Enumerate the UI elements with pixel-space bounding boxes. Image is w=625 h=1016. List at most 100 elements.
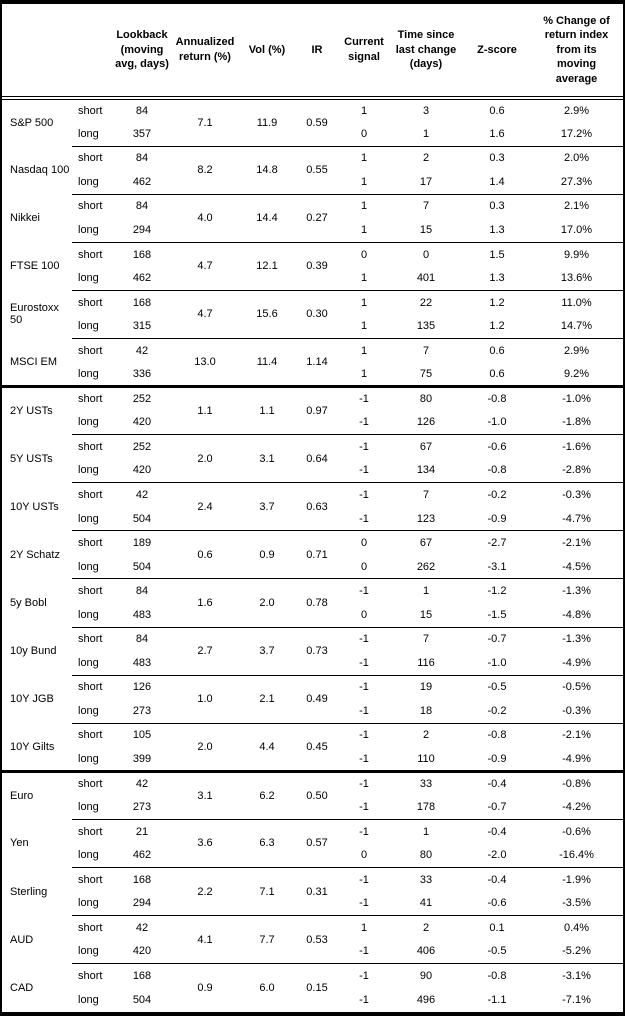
lookback-value: 168	[132, 248, 152, 261]
pct-change-value: -7.1%	[562, 993, 591, 1006]
zscore-value: -2.0	[464, 843, 530, 869]
time-since-value: 2	[422, 152, 430, 165]
asset-name: Euro	[10, 790, 34, 803]
ir-value: 0.45	[294, 723, 340, 773]
asset-row-short: Nasdaq 100 short 84 8.2 14.8 0.55 1 2 0.3 2.0%	[2, 146, 623, 195]
zscore-value: 1.4	[464, 170, 530, 195]
horizon-label-long: long	[72, 554, 114, 580]
time-since-value: 7	[422, 344, 430, 357]
horizon-label-long: long	[72, 362, 114, 389]
asset-row-short: Sterling short 168 2.2 7.1 0.31 -1 33 -0.4 -1.9%	[2, 867, 623, 917]
horizon-label-short: short	[78, 105, 103, 118]
time-since-value: 80	[388, 843, 464, 869]
time-since-value: 496	[416, 993, 436, 1006]
pct-change-value: 2.9%	[563, 344, 590, 357]
vol-value: 3.1	[240, 434, 294, 484]
time-since-value: 7	[422, 200, 430, 213]
ir-value: 0.63	[294, 482, 340, 532]
vol-value: 3.7	[240, 482, 294, 532]
zscore-value: 0.1	[489, 921, 505, 934]
current-signal-value: -1	[359, 393, 369, 406]
current-signal-value: -1	[359, 633, 369, 646]
horizon-label-short: short	[78, 921, 103, 934]
zscore-value: -1.1	[487, 993, 507, 1006]
pct-change-value: 17.0%	[530, 218, 623, 243]
horizon-label-long: long	[72, 747, 114, 773]
current-signal-value: -1	[340, 410, 388, 436]
asset-row-long: long 273 -1 178 -0.7 -4.2%	[2, 795, 623, 820]
lookback-value: 315	[114, 314, 170, 339]
time-since-value: 7	[422, 489, 430, 502]
time-since-value: 22	[419, 296, 433, 309]
asset-name: 5Y USTs	[10, 452, 53, 465]
pct-change-value: -2.1%	[562, 537, 591, 550]
lookback-value: 420	[114, 458, 170, 484]
asset-row-short: Yen short 21 3.6 6.3 0.57 -1 1 -0.4 -0.6%	[2, 819, 623, 869]
asset-row-long: long 504 -1 123 -0.9 -4.7%	[2, 506, 623, 532]
ir-value: 0.31	[294, 867, 340, 917]
horizon-label-short: short	[78, 585, 103, 598]
current-signal-value: -1	[359, 585, 369, 598]
lookback-value: 168	[132, 296, 152, 309]
header-time-since: Time since last change (days)	[388, 4, 464, 100]
pct-change-value: -1.3%	[562, 633, 591, 646]
zscore-value: -1.2	[487, 585, 507, 598]
lookback-value: 189	[132, 537, 152, 550]
pct-change-value: -1.6%	[562, 440, 591, 453]
pct-change-value: -2.1%	[562, 729, 591, 742]
asset-row-short: 10y Bund short 84 2.7 3.7 0.73 -1 7 -0.7 -1.3%	[2, 627, 623, 676]
current-signal-value: -1	[340, 458, 388, 484]
time-since-value: 17	[388, 170, 464, 195]
annualized-return-value: 1.0	[170, 675, 240, 724]
asset-row-short: 10Y Gilts short 105 2.0 4.4 0.45 -1 2 -0.8 -2.1%	[2, 723, 623, 773]
zscore-value: -0.5	[487, 681, 507, 694]
horizon-label-short: short	[78, 296, 103, 309]
time-since-value: 2	[422, 729, 430, 742]
asset-row-long: long 420 -1 134 -0.8 -2.8%	[2, 458, 623, 484]
zscore-value: -0.9	[464, 747, 530, 773]
horizon-label-short: short	[78, 633, 103, 646]
current-signal-value: -1	[340, 747, 388, 773]
table-body: S&P 500 short 84 7.1 11.9 0.59 1 3 0.6 2.9% long 35…	[2, 98, 623, 1012]
current-signal-value: -1	[340, 939, 388, 965]
ir-value: 0.27	[294, 194, 340, 243]
lookback-value: 42	[135, 778, 149, 791]
pct-change-value: -1.9%	[562, 873, 591, 886]
time-since-value: 135	[388, 314, 464, 339]
pct-change-value: -4.9%	[530, 747, 623, 773]
lookback-value: 126	[132, 681, 152, 694]
current-signal-value: -1	[340, 891, 388, 917]
horizon-label-short: short	[78, 152, 103, 165]
pct-change-value: -4.2%	[530, 795, 623, 820]
vol-value: 0.9	[240, 530, 294, 580]
header-horizon	[72, 4, 114, 100]
horizon-label-short: short	[78, 873, 103, 886]
current-signal-value: 0	[360, 248, 368, 261]
ir-value: 0.78	[294, 578, 340, 628]
zscore-value: 1.5	[489, 248, 505, 261]
lookback-value: 504	[114, 506, 170, 532]
lookback-value: 462	[114, 170, 170, 195]
horizon-label-long: long	[72, 170, 114, 195]
lookback-value: 84	[135, 105, 149, 118]
horizon-label-long: long	[72, 266, 114, 291]
lookback-value: 504	[132, 993, 152, 1006]
asset-name: 2Y Schatz	[10, 548, 60, 561]
lookback-value: 420	[114, 410, 170, 436]
pct-change-value: -1.8%	[530, 410, 623, 436]
pct-change-value: 2.9%	[563, 105, 590, 118]
current-signal-value: 0	[340, 554, 388, 580]
zscore-value: -3.1	[464, 554, 530, 580]
horizon-label-long: long	[72, 410, 114, 436]
pct-change-value: 11.0%	[561, 296, 592, 309]
ir-value: 0.53	[294, 915, 340, 965]
asset-row-long: long 504 0 262 -3.1 -4.5%	[2, 554, 623, 580]
ir-value: 0.49	[294, 675, 340, 724]
asset-row-short: FTSE 100 short 168 4.7 12.1 0.39 0 0 1.5 9.9%	[2, 242, 623, 291]
vol-value: 11.4	[240, 338, 294, 389]
pct-change-value: -1.3%	[562, 585, 591, 598]
horizon-label-long: long	[72, 891, 114, 917]
asset-name: 10Y USTs	[10, 500, 59, 513]
asset-name: AUD	[10, 933, 34, 946]
annualized-return-value: 3.1	[170, 771, 240, 820]
